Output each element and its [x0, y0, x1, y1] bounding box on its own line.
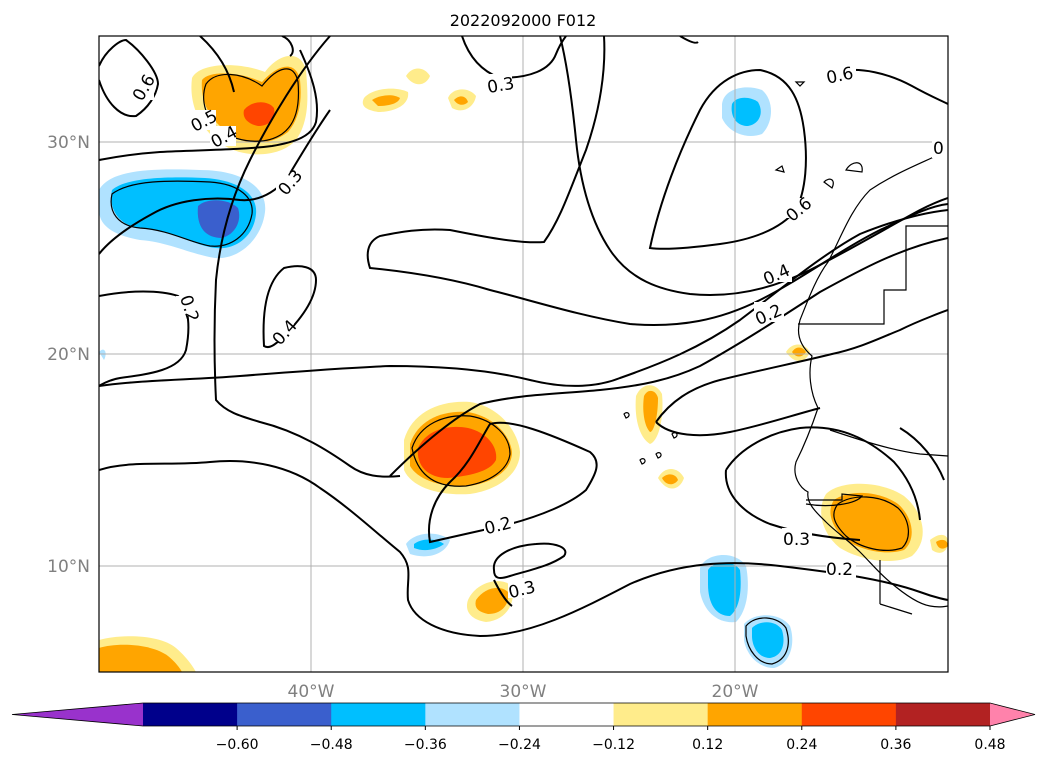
colorbar-tick-label: 0.36 — [880, 737, 911, 753]
contour-label-0-2-se: 0.2 — [826, 560, 853, 580]
colorbar-tick-label: 0.12 — [692, 737, 723, 753]
colorbar-tick-label: −0.36 — [404, 737, 447, 753]
anomaly-fills — [99, 55, 948, 672]
colorbar-tick-label: −0.24 — [498, 737, 541, 753]
lon-label-20w: 20°W — [712, 682, 759, 702]
map-panel: 0.6 0.5 0.4 0.3 0.2 0.4 0.3 0.6 0.6 0.4 … — [99, 36, 948, 672]
contour-label-0-edge: 0 — [933, 139, 944, 159]
colorbar-segment — [331, 703, 426, 726]
colorbar-extend-high — [990, 703, 1035, 726]
colorbar-tick-label: −0.60 — [216, 737, 259, 753]
colorbar-tick-label: −0.12 — [592, 737, 635, 753]
lat-label-30n: 30°N — [47, 133, 90, 153]
map-title: 2022092000 F012 — [450, 11, 597, 30]
colorbar-extend-low — [12, 703, 143, 726]
colorbar-tick-label: 0.48 — [974, 737, 1005, 753]
colorbar: −0.60 −0.48 −0.36 −0.24 −0.12 0.12 0.24 0.36 0.4… — [11, 702, 1036, 753]
colorbar-segment — [519, 703, 615, 726]
lat-label-20n: 20°N — [47, 345, 90, 365]
colorbar-segment — [143, 703, 238, 726]
graticule — [99, 36, 948, 672]
coastlines — [110, 68, 948, 665]
contour-label-0-3-n: 0.3 — [486, 74, 516, 98]
colorbar-tick-label: 0.24 — [786, 737, 817, 753]
lon-label-40w: 40°W — [288, 682, 335, 702]
colorbar-segment — [801, 703, 897, 726]
colorbar-segment — [895, 703, 991, 726]
map-frame — [98, 35, 949, 673]
colorbar-segment — [707, 703, 803, 726]
colorbar-segment — [613, 703, 709, 726]
colorbar-segment — [237, 703, 332, 726]
lon-label-30w: 30°W — [500, 682, 547, 702]
contour-label-0-3-se: 0.3 — [783, 530, 810, 550]
contours — [99, 36, 948, 638]
colorbar-tick-label: −0.48 — [310, 737, 353, 753]
lat-label-10n: 10°N — [47, 557, 90, 577]
colorbar-segment — [425, 703, 520, 726]
